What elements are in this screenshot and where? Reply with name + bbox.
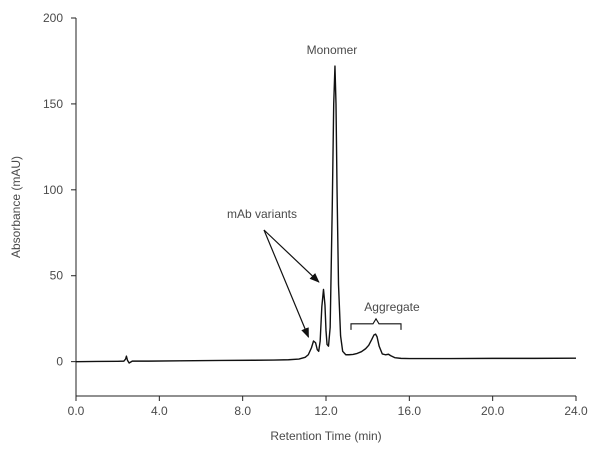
monomer-label: Monomer — [307, 43, 358, 57]
annotations: Monomer mAb variants Aggregate — [227, 43, 420, 338]
chromatogram-trace — [75, 65, 577, 364]
mab-variants-label: mAb variants — [227, 207, 297, 221]
y-tick-label: 50 — [50, 269, 64, 283]
aggregate-label: Aggregate — [364, 300, 420, 314]
y-tick-label: 0 — [56, 355, 63, 369]
variant-arrow — [263, 229, 310, 338]
y-axis-label: Absorbance (mAU) — [9, 156, 23, 258]
x-axis-label: Retention Time (min) — [270, 429, 381, 443]
x-tick-label: 16.0 — [398, 404, 422, 418]
x-tick-label: 24.0 — [564, 404, 588, 418]
y-tick-label: 200 — [43, 11, 63, 25]
aggregate-bracket — [350, 317, 402, 330]
x-tick-label: 12.0 — [314, 404, 338, 418]
variant-arrow — [263, 229, 320, 283]
x-tick-label: 20.0 — [481, 404, 505, 418]
plot-area — [75, 65, 577, 364]
y-tick-label: 150 — [43, 97, 63, 111]
x-tick-label: 0.0 — [68, 404, 85, 418]
axes: 0.0 4.0 8.0 12.0 16.0 20.0 24.0 0 50 100 150 200 — [43, 11, 588, 418]
x-tick-label: 8.0 — [234, 404, 251, 418]
y-tick-label: 100 — [43, 183, 63, 197]
x-tick-label: 4.0 — [151, 404, 168, 418]
